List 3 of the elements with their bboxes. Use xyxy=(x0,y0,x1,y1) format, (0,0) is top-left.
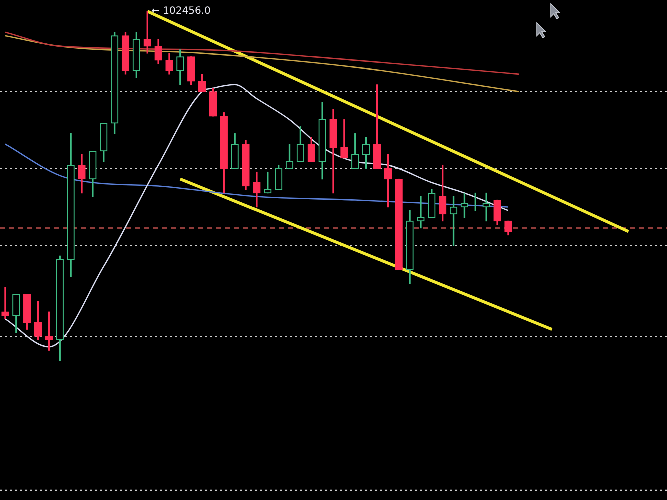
annotation: ← 102456.0 xyxy=(152,6,211,18)
candlestick xyxy=(2,287,10,320)
candlestick xyxy=(417,196,425,229)
